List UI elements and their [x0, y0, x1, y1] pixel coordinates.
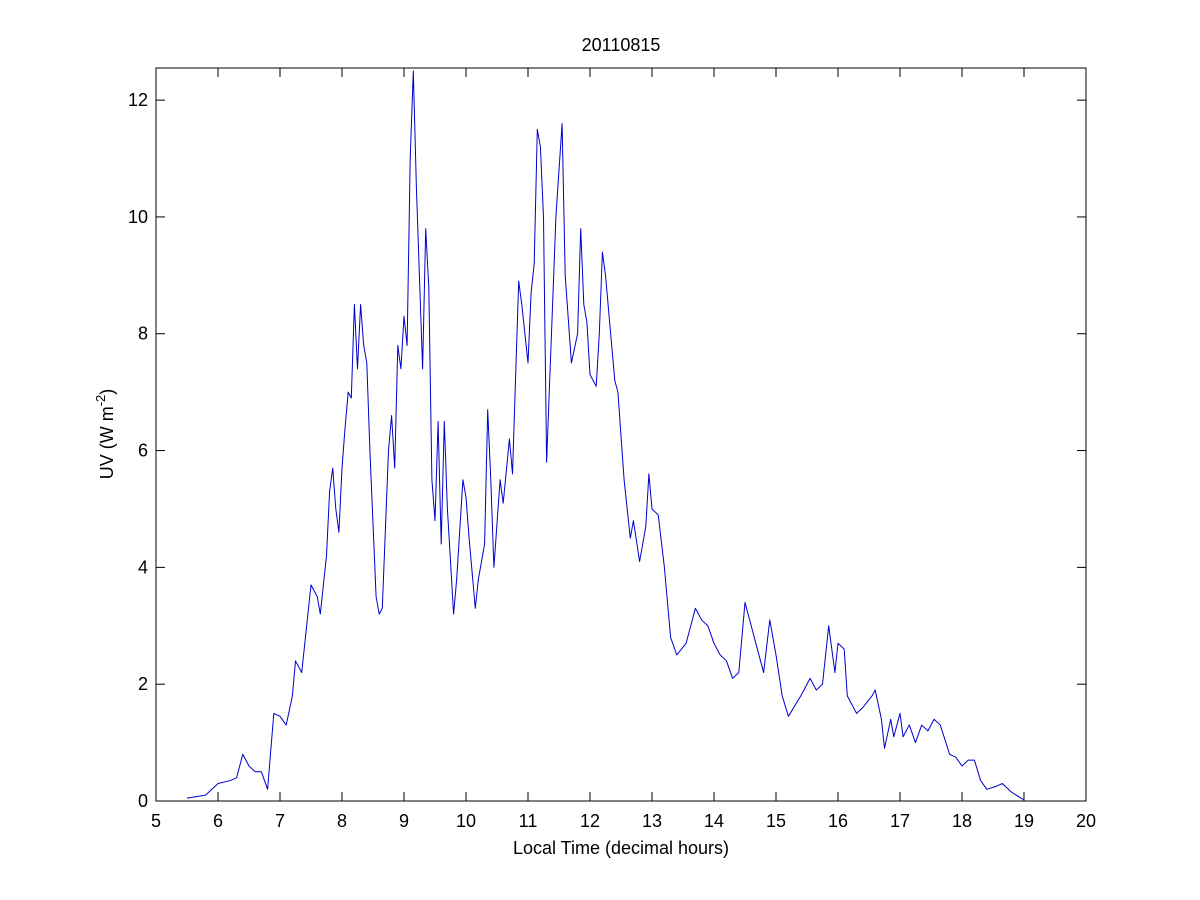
x-tick-label: 15: [766, 811, 786, 831]
y-tick-label: 0: [138, 791, 148, 811]
y-tick-label: 6: [138, 441, 148, 461]
x-tick-label: 19: [1014, 811, 1034, 831]
x-tick-label: 12: [580, 811, 600, 831]
x-tick-label: 20: [1076, 811, 1096, 831]
y-axis-label: UV (W m-2): [93, 389, 117, 480]
x-tick-label: 7: [275, 811, 285, 831]
x-tick-label: 8: [337, 811, 347, 831]
y-label-text: UV (W m: [97, 406, 117, 479]
x-tick-label: 9: [399, 811, 409, 831]
y-tick-label: 8: [138, 324, 148, 344]
x-tick-label: 14: [704, 811, 724, 831]
x-tick-label: 11: [519, 811, 538, 831]
y-label-suffix: ): [97, 389, 117, 395]
chart-title: 20110815: [582, 35, 661, 55]
y-tick-label: 4: [138, 557, 148, 577]
y-label-sup: -2: [93, 395, 108, 407]
x-tick-label: 16: [828, 811, 848, 831]
y-tick-label: 12: [128, 90, 148, 110]
x-tick-label: 17: [890, 811, 910, 831]
x-axis-label: Local Time (decimal hours): [513, 838, 729, 858]
data-line: [186, 70, 1025, 801]
x-tick-label: 10: [456, 811, 476, 831]
x-tick-label: 5: [151, 811, 161, 831]
x-tick-label: 6: [213, 811, 223, 831]
x-tick-label: 13: [642, 811, 662, 831]
x-tick-label: 18: [952, 811, 972, 831]
y-tick-label: 2: [138, 674, 148, 694]
y-tick-label: 10: [128, 207, 148, 227]
plot-frame: [155, 67, 1087, 802]
